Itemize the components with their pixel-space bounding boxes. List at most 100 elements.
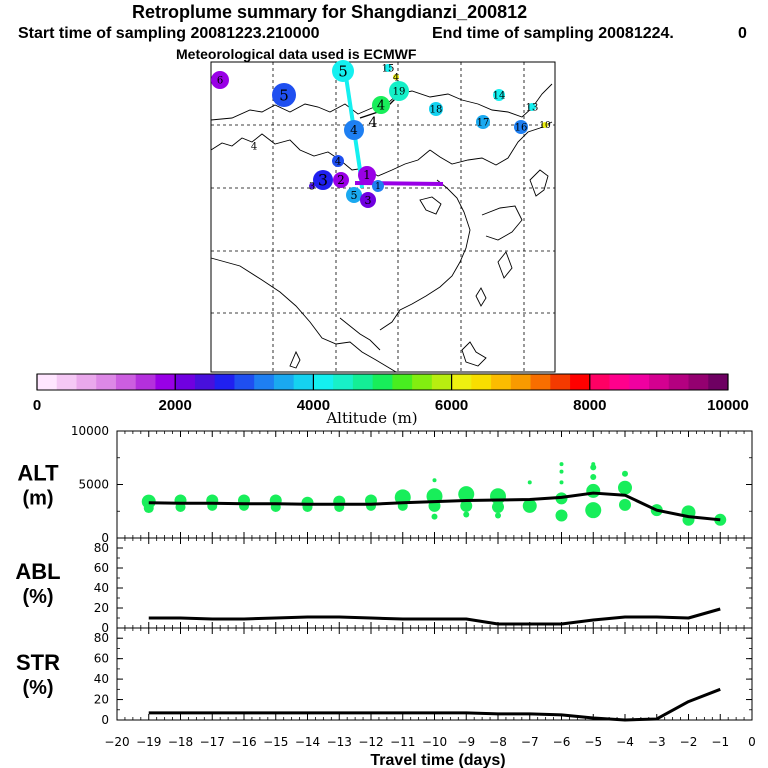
plume-point-label: 1: [363, 168, 371, 182]
x-tick-label: −2: [680, 735, 698, 749]
colorbar-tick-label: 2000: [159, 397, 192, 414]
panel-ylabel-unit: (%): [22, 586, 53, 608]
x-tick-label: −1: [711, 735, 729, 749]
panel-frame: [116, 537, 753, 629]
x-tick-label: −15: [263, 735, 288, 749]
x-tick-label: −16: [231, 735, 256, 749]
plume-point-label: 3: [309, 182, 315, 193]
colorbar-swatch: [155, 374, 176, 390]
panel-frame: [116, 627, 753, 721]
chart-title: Retroplume summary for Shangdianzi_20081…: [132, 2, 528, 22]
colorbar-swatch: [293, 374, 314, 390]
x-tick-label: −9: [457, 735, 475, 749]
x-tick-label: −6: [553, 735, 571, 749]
plume-point: 4: [369, 115, 378, 131]
altitude-scatter: [141, 462, 727, 526]
plume-point-marker: [333, 172, 349, 188]
plume-point: 3: [360, 192, 376, 208]
plume-point-label: 4: [369, 115, 378, 131]
colorbar-tick-label: 6000: [435, 397, 468, 414]
colorbar-swatch: [649, 374, 670, 390]
plume-point-label: 17: [477, 118, 490, 129]
scatter-point: [527, 480, 532, 485]
x-tick-label: −10: [422, 735, 447, 749]
x-tick-label: −17: [200, 735, 225, 749]
plume-point-marker: [429, 102, 443, 116]
y-tick-label: 0: [101, 713, 109, 727]
colorbar-swatch: [37, 374, 58, 390]
plume-point: 4: [251, 142, 257, 153]
scatter-point: [586, 483, 601, 498]
scatter-point: [618, 480, 632, 495]
y-tick-label: 60: [94, 561, 109, 575]
colorbar-swatch: [708, 374, 729, 390]
scatter-point: [590, 474, 597, 481]
plume-point: 18: [429, 102, 443, 116]
colorbar-swatch: [629, 374, 650, 390]
y-tick-label: 20: [94, 693, 109, 707]
colorbar-swatch: [254, 374, 275, 390]
y-tick-label: 0: [101, 531, 109, 545]
y-tick-label: 20: [94, 601, 109, 615]
scatter-point: [432, 478, 437, 483]
colorbar-swatch: [333, 374, 354, 390]
x-tick-label: 0: [748, 735, 756, 749]
x-tick-label: −7: [521, 735, 539, 749]
plume-point-marker: [358, 166, 376, 184]
colorbar-swatch: [431, 374, 452, 390]
scatter-point: [458, 486, 475, 503]
scatter-point: [143, 503, 154, 514]
plume-point-label: 4: [393, 73, 399, 84]
plume-point: 3: [309, 182, 315, 193]
colorbar-swatch: [570, 374, 591, 390]
plume-point-marker: [313, 170, 333, 190]
plume-point-label: 4: [335, 157, 341, 168]
scatter-point: [495, 512, 501, 519]
x-tick-label: −12: [358, 735, 383, 749]
y-tick-label: 80: [94, 631, 109, 645]
plume-point: 2: [333, 172, 349, 188]
title-block: Retroplume summary for Shangdianzi_20081…: [0, 0, 768, 66]
x-tick-label: −4: [616, 735, 634, 749]
colorbar-swatch: [688, 374, 709, 390]
colorbar-swatch: [589, 374, 610, 390]
colorbar-swatch: [412, 374, 433, 390]
plume-point-marker: [542, 122, 548, 128]
plume-point: 10: [539, 121, 551, 131]
plume-point-marker: [514, 120, 528, 134]
colorbar-tick-label: 0: [33, 397, 41, 414]
x-tick-label: −5: [584, 735, 602, 749]
colorbar-swatch: [668, 374, 689, 390]
colorbar-tick-label: 10000: [707, 397, 749, 414]
altitude-colorbar: 0 2000 4000 6000 8000 10000 Altitude (m): [33, 373, 749, 427]
panel-ylabel-name: STR: [16, 650, 60, 675]
colorbar-swatch: [451, 374, 472, 390]
colorbar-swatch: [273, 374, 295, 390]
plume-point: 1: [358, 166, 376, 184]
x-tick-label: −13: [327, 735, 352, 749]
x-tick-label: −20: [104, 735, 129, 749]
plume-point: 19: [389, 81, 409, 101]
scatter-point: [555, 509, 568, 522]
colorbar-swatch: [510, 374, 531, 390]
colorbar-tick-label: 8000: [573, 397, 606, 414]
colorbar-swatch: [491, 374, 512, 390]
scatter-point: [366, 500, 376, 511]
scatter-point: [590, 464, 597, 471]
plume-point-label: 4: [350, 123, 358, 137]
series-line: [148, 491, 721, 522]
plume-point: 5: [346, 187, 362, 203]
colorbar-swatch: [471, 374, 492, 390]
plume-point-marker: [393, 74, 399, 80]
plume-point-marker: [372, 96, 390, 114]
plume-point: 15: [382, 64, 395, 75]
scatter-point: [463, 511, 470, 518]
scatter-point: [559, 462, 564, 467]
y-tick-label: 40: [94, 581, 109, 595]
colorbar-swatch: [372, 374, 393, 390]
plume-point: 4: [344, 120, 364, 140]
plume-point: 14: [493, 89, 505, 102]
end-time-suffix: 0: [738, 25, 747, 42]
series-line: [148, 607, 721, 626]
